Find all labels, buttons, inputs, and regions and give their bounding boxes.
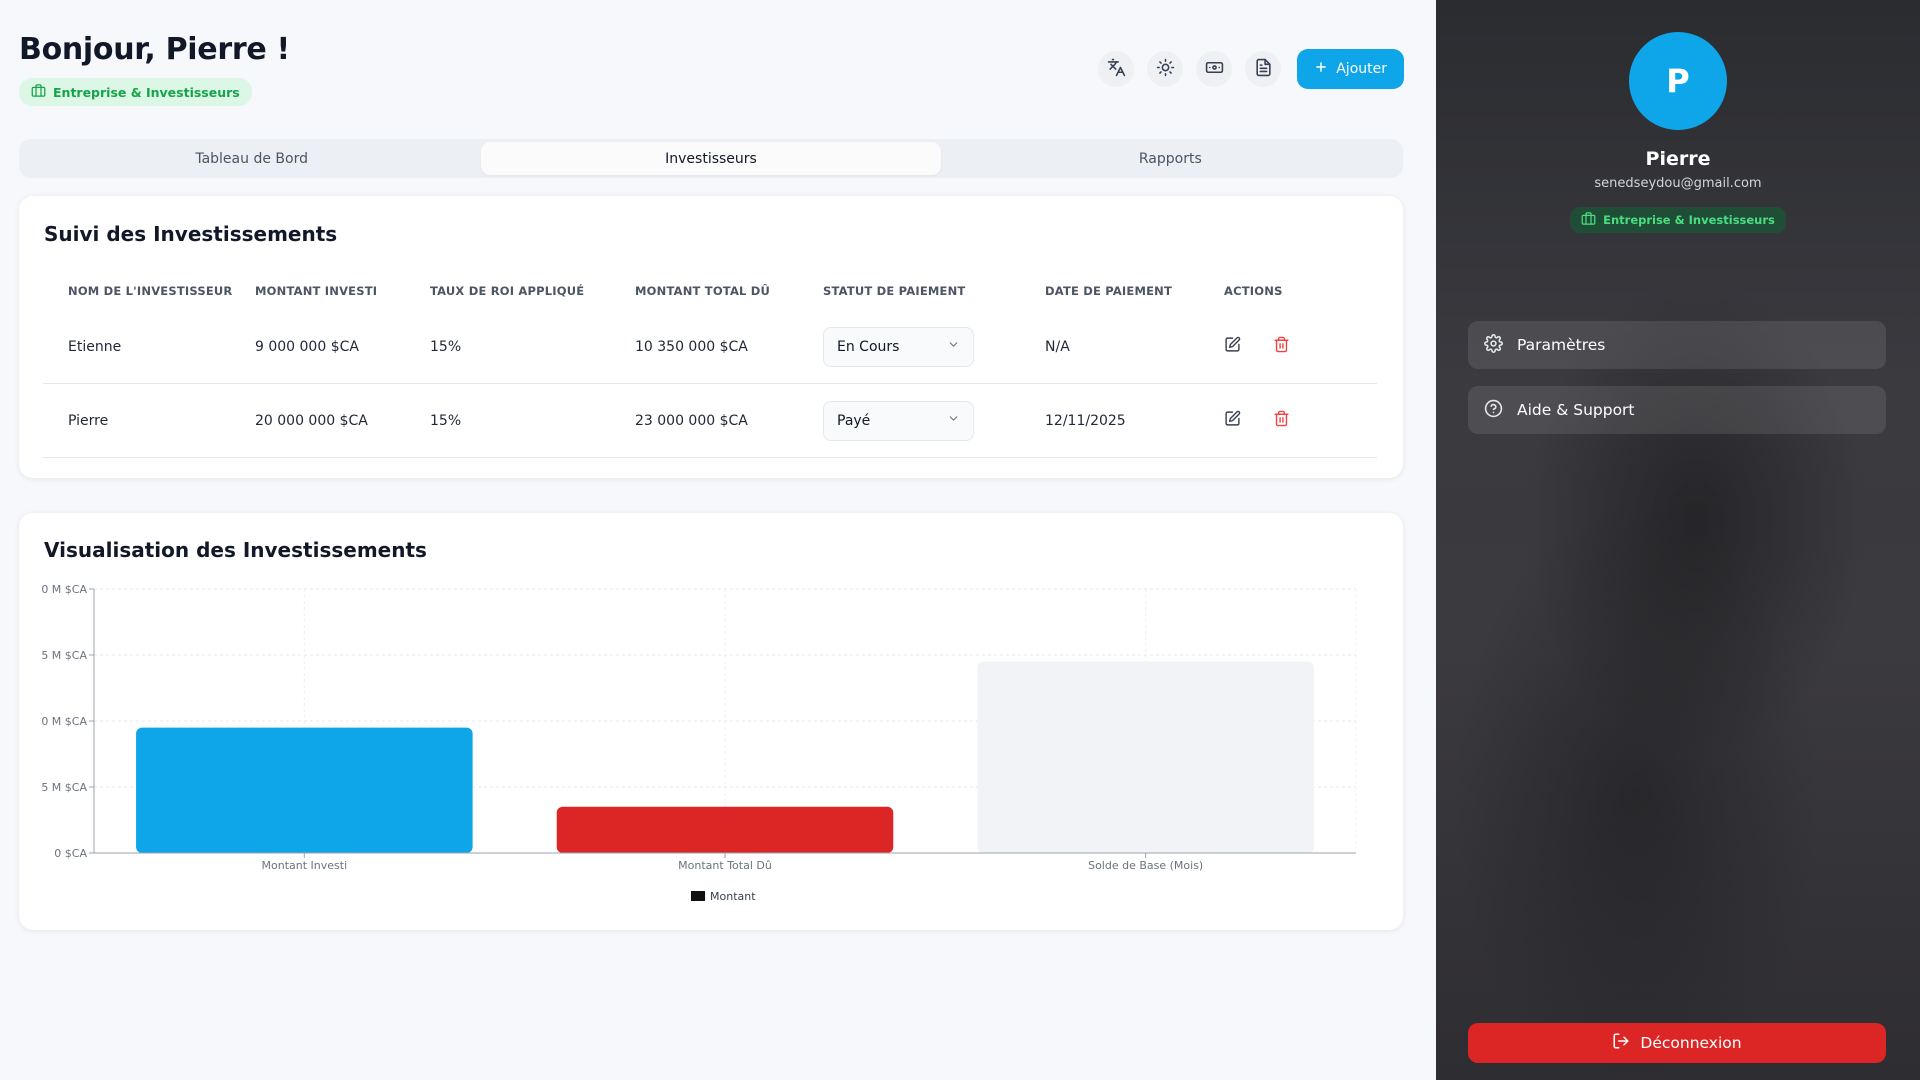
column-header: MONTANT TOTAL DÛ: [635, 284, 771, 298]
table-row: Etienne 9 000 000 $CA 15% 10 350 000 $CA…: [43, 310, 1377, 384]
column-header: ACTIONS: [1224, 284, 1283, 298]
sun-icon: [1156, 58, 1175, 81]
logout-icon: [1612, 1032, 1630, 1054]
profile-badge: Entreprise & Investisseurs: [1570, 207, 1786, 233]
logout-button[interactable]: Déconnexion: [1468, 1023, 1886, 1063]
y-tick-label: 0 $CA: [54, 847, 87, 860]
payment-status-value: Payé: [837, 412, 871, 429]
investor-name: Pierre: [68, 412, 109, 429]
roi-rate: 15%: [430, 412, 462, 429]
menu-item-label: Aide & Support: [1517, 401, 1635, 419]
column-header: NOM DE L'INVESTISSEUR: [68, 284, 233, 298]
document-icon: [1254, 58, 1273, 81]
add-button-label: Ajouter: [1336, 61, 1387, 77]
chevron-down-icon: [947, 338, 960, 355]
profile-badge-label: Entreprise & Investisseurs: [1603, 213, 1775, 227]
building-icon: [1581, 211, 1596, 229]
trash-icon[interactable]: [1273, 410, 1290, 431]
bar: [556, 806, 894, 853]
bar: [136, 727, 473, 853]
investor-name: Etienne: [68, 338, 122, 355]
edit-icon[interactable]: [1224, 410, 1241, 431]
toolbar: Ajouter: [1098, 49, 1404, 89]
total-due: 10 350 000 $CA: [635, 338, 748, 355]
column-header: STATUT DE PAIEMENT: [823, 284, 966, 298]
payment-date: 12/11/2025: [1045, 412, 1126, 429]
table-row: Pierre 20 000 000 $CA 15% 23 000 000 $CA…: [43, 384, 1377, 458]
y-tick-label: 5 M $CA: [41, 781, 87, 794]
logout-label: Déconnexion: [1640, 1034, 1742, 1052]
translate-button[interactable]: [1098, 51, 1135, 87]
payment-status-select[interactable]: Payé: [823, 400, 974, 441]
y-tick-label: 0 M $CA: [41, 715, 87, 728]
plus-icon: [1314, 60, 1328, 78]
investments-chart: 0 $CA 5 M $CA 0 M $CA 5 M $CA 0 M $CA Montant…: [41, 583, 1357, 903]
payment-status-value: En Cours: [837, 338, 900, 355]
building-icon: [31, 83, 46, 101]
edit-icon[interactable]: [1224, 336, 1241, 357]
cash-icon: [1205, 58, 1224, 81]
avatar: P: [1629, 32, 1727, 130]
payment-status-select[interactable]: En Cours: [823, 326, 974, 367]
menu-item-settings[interactable]: Paramètres: [1468, 321, 1886, 369]
account-type-badge: Entreprise & Investisseurs: [19, 78, 252, 106]
column-header: MONTANT INVESTI: [255, 284, 378, 298]
investments-title: Suivi des Investissements: [44, 222, 338, 246]
profile-email: senedseydou@gmail.com: [1594, 176, 1762, 191]
menu-item-label: Paramètres: [1517, 336, 1606, 354]
roi-rate: 15%: [430, 338, 462, 355]
trash-icon[interactable]: [1273, 336, 1290, 357]
x-tick-label: Solde de Base (Mois): [1088, 859, 1203, 872]
page-title: Bonjour, Pierre !: [19, 32, 290, 67]
tab-bar: Tableau de Bord Investisseurs Rapports: [19, 139, 1403, 178]
gear-icon: [1484, 333, 1503, 357]
profile-sidebar: P Pierre senedseydou@gmail.com Entrepris…: [1436, 0, 1920, 1080]
table-header: NOM DE L'INVESTISSEUR MONTANT INVESTI TA…: [43, 272, 1377, 310]
investments-table: NOM DE L'INVESTISSEUR MONTANT INVESTI TA…: [43, 272, 1377, 458]
menu-item-help[interactable]: Aide & Support: [1468, 386, 1886, 434]
chevron-down-icon: [947, 412, 960, 429]
tab-dashboard[interactable]: Tableau de Bord: [195, 150, 308, 167]
legend-swatch: [691, 891, 705, 901]
bar: [977, 661, 1314, 853]
theme-toggle-button[interactable]: [1147, 51, 1184, 87]
report-button[interactable]: [1245, 51, 1282, 87]
amount-invested: 9 000 000 $CA: [255, 338, 359, 355]
translate-icon: [1107, 58, 1126, 81]
add-button[interactable]: Ajouter: [1297, 49, 1404, 89]
legend-label: Montant: [710, 890, 756, 903]
amount-invested: 20 000 000 $CA: [255, 412, 368, 429]
chart-card: Visualisation des Investissements 0 $CA 5…: [19, 513, 1403, 930]
help-circle-icon: [1484, 399, 1503, 422]
tab-reports[interactable]: Rapports: [1138, 150, 1202, 167]
payment-date: N/A: [1045, 338, 1070, 355]
finance-button[interactable]: [1196, 51, 1233, 87]
profile-name: Pierre: [1645, 148, 1711, 170]
column-header: TAUX DE ROI APPLIQUÉ: [430, 284, 585, 298]
investments-card: Suivi des Investissements NOM DE L'INVES…: [19, 196, 1403, 478]
x-tick-label: Montant Total Dû: [678, 859, 772, 872]
total-due: 23 000 000 $CA: [635, 412, 748, 429]
x-tick-label: Montant Investi: [262, 859, 348, 872]
y-tick-label: 5 M $CA: [41, 649, 87, 662]
main-content: Bonjour, Pierre ! Entreprise & Investiss…: [19, 32, 1404, 930]
column-header: DATE DE PAIEMENT: [1045, 284, 1173, 298]
chart-title: Visualisation des Investissements: [44, 538, 427, 562]
account-type-label: Entreprise & Investisseurs: [53, 84, 240, 100]
y-tick-label: 0 M $CA: [41, 583, 87, 596]
tab-investors[interactable]: Investisseurs: [481, 142, 941, 175]
